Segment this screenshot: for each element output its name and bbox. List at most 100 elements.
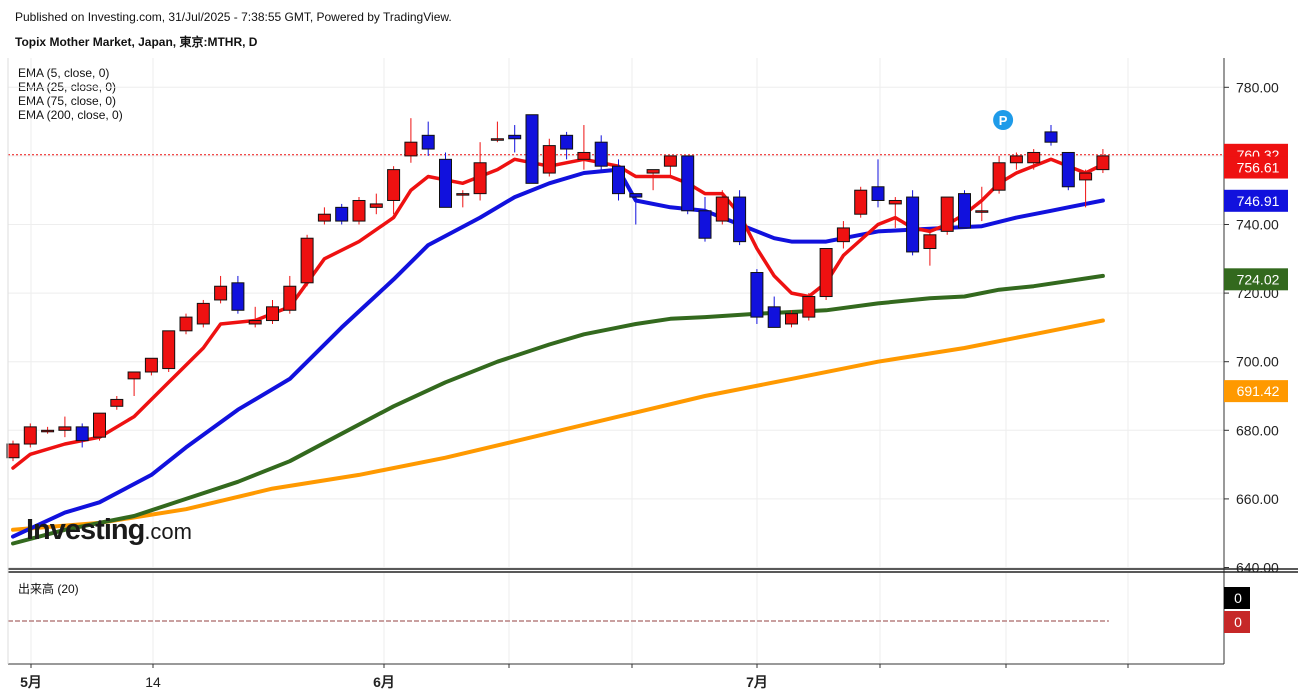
candle[interactable]: [906, 196, 920, 253]
candle[interactable]: [594, 141, 608, 167]
candle[interactable]: [473, 162, 487, 195]
ema-lines: [11, 157, 1105, 546]
grid: [8, 58, 1224, 664]
price-value-label: 691.42: [1237, 383, 1280, 399]
investing-logo: Investing.com: [26, 514, 192, 547]
candles: P: [6, 110, 1110, 622]
volume-value-label: 0: [1234, 590, 1242, 606]
candle[interactable]: [681, 155, 695, 212]
time-tick-label: 5月: [20, 674, 42, 690]
candle[interactable]: [646, 169, 660, 174]
marker-circle[interactable]: [993, 110, 1014, 130]
candle[interactable]: [1027, 151, 1041, 164]
candle[interactable]: [802, 296, 816, 318]
candle[interactable]: [23, 426, 37, 445]
candle[interactable]: [421, 134, 435, 150]
candle[interactable]: [490, 138, 504, 141]
candle[interactable]: [439, 158, 452, 208]
candle[interactable]: [248, 320, 262, 325]
candle[interactable]: [335, 206, 349, 222]
candle[interactable]: [266, 306, 279, 322]
candle[interactable]: [179, 316, 193, 332]
candle[interactable]: [958, 193, 971, 229]
price-tick-label: 660.00: [1236, 491, 1279, 507]
volume-label: 出来高 (20): [18, 582, 79, 596]
candle[interactable]: [698, 210, 712, 239]
candle[interactable]: [767, 306, 781, 328]
candle[interactable]: [923, 234, 937, 250]
candle[interactable]: [975, 210, 989, 213]
time-tick-label: 6月: [373, 674, 395, 690]
candle[interactable]: [300, 237, 314, 284]
candle[interactable]: [750, 272, 764, 318]
time-tick-label: 7月: [746, 674, 768, 690]
chart-frame: [7, 58, 1298, 665]
candle[interactable]: [836, 227, 850, 243]
candle[interactable]: [663, 155, 677, 167]
candle[interactable]: [577, 151, 591, 160]
legend-ema75[interactable]: EMA (75, close, 0): [18, 94, 117, 108]
candle[interactable]: [854, 189, 868, 215]
candle[interactable]: [214, 285, 228, 301]
candle[interactable]: [41, 429, 55, 433]
ema200-line: [11, 318, 1105, 532]
candle[interactable]: [1096, 155, 1110, 171]
published-notice: Published on Investing.com, 31/Jul/2025 …: [15, 10, 452, 24]
candle[interactable]: [231, 282, 245, 311]
candle[interactable]: [93, 412, 106, 438]
time-axis: 5月 14 6月 7月: [20, 664, 1129, 690]
candle[interactable]: [144, 357, 158, 373]
candle[interactable]: [317, 213, 331, 222]
candle[interactable]: [1009, 155, 1023, 164]
candle[interactable]: [525, 114, 539, 184]
price-tick-label: 780.00: [1236, 79, 1279, 95]
candle[interactable]: [404, 141, 418, 157]
legend-ema5[interactable]: EMA (5, close, 0): [18, 66, 110, 80]
candle[interactable]: [162, 330, 176, 370]
price-value-label: 724.02: [1237, 271, 1280, 287]
candle[interactable]: [283, 285, 297, 311]
candle[interactable]: [888, 199, 902, 205]
candle[interactable]: [871, 186, 885, 201]
candle[interactable]: [940, 196, 954, 232]
price-value-badge: [1224, 268, 1288, 291]
price-value-badge: [1224, 156, 1288, 179]
candle[interactable]: [6, 443, 20, 459]
logo-word: Investing: [26, 514, 145, 546]
candle[interactable]: [612, 165, 625, 195]
candle[interactable]: [1061, 151, 1075, 188]
candle[interactable]: [715, 196, 729, 222]
candle[interactable]: [819, 248, 833, 298]
chart-symbol-title: Topix Mother Market, Japan, 東京:MTHR, D: [15, 35, 258, 49]
candle[interactable]: [127, 371, 141, 380]
ema75-line: [11, 273, 1105, 546]
candle[interactable]: [456, 193, 470, 196]
price-value-label: 746.91: [1237, 193, 1280, 209]
candle[interactable]: [542, 145, 556, 174]
candle[interactable]: [110, 398, 124, 407]
price-tick-label: 680.00: [1236, 422, 1279, 438]
marker-label: P: [999, 113, 1008, 128]
candle[interactable]: [75, 426, 89, 442]
candle[interactable]: [785, 313, 798, 325]
candle[interactable]: [560, 134, 574, 150]
price-value-badge: [1224, 189, 1288, 212]
candle[interactable]: [733, 196, 747, 243]
volume-value-label: 0: [1234, 614, 1242, 630]
candle[interactable]: [508, 134, 522, 140]
price-tick-label: 740.00: [1236, 217, 1279, 233]
candle[interactable]: [196, 302, 210, 325]
candle[interactable]: [352, 199, 366, 222]
price-value-badge: [1224, 380, 1288, 403]
candle[interactable]: [369, 203, 383, 208]
candle[interactable]: [992, 162, 1006, 191]
candle[interactable]: [1044, 131, 1058, 143]
legend-ema200[interactable]: EMA (200, close, 0): [18, 108, 123, 122]
candle[interactable]: [629, 193, 643, 198]
candle[interactable]: [387, 169, 401, 201]
candle[interactable]: [58, 426, 72, 431]
candle[interactable]: [1079, 172, 1093, 181]
volume-value-badge: [1224, 587, 1250, 609]
